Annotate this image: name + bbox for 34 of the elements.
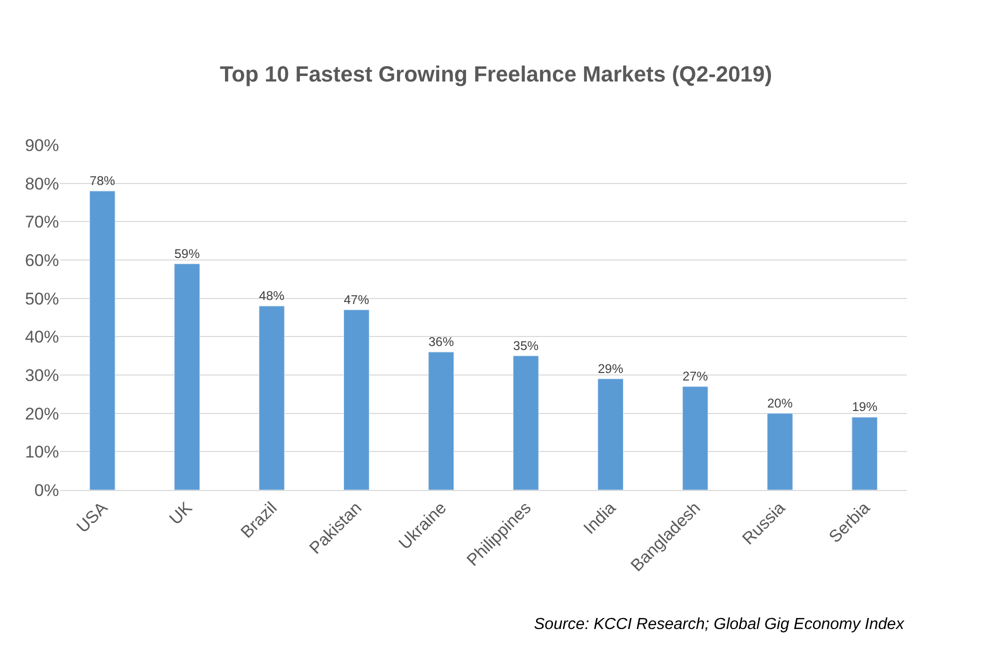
source-note: Source: KCCI Research; Global Gig Economy Index bbox=[534, 616, 905, 633]
bar bbox=[174, 264, 200, 490]
data-label: 35% bbox=[513, 338, 539, 353]
bar bbox=[682, 386, 708, 490]
chart-title: Top 10 Fastest Growing Freelance Markets (Q2-2019) bbox=[220, 61, 772, 86]
data-label: 20% bbox=[767, 396, 793, 410]
y-tick-label: 10% bbox=[24, 442, 59, 462]
data-label: 78% bbox=[90, 174, 116, 188]
data-label: 27% bbox=[682, 370, 708, 384]
data-label: 29% bbox=[598, 362, 624, 376]
bar bbox=[258, 306, 285, 490]
y-tick-label: 60% bbox=[24, 250, 59, 270]
y-tick-label: 50% bbox=[24, 289, 59, 308]
bar bbox=[767, 413, 793, 490]
y-tick-label: 40% bbox=[24, 328, 59, 347]
bar bbox=[89, 190, 116, 490]
x-tick-label: UK bbox=[166, 498, 196, 528]
y-tick-label: 30% bbox=[24, 366, 59, 385]
bar bbox=[512, 356, 539, 490]
bar bbox=[428, 352, 454, 490]
data-label: 48% bbox=[259, 289, 284, 304]
y-tick-label: 80% bbox=[24, 174, 59, 194]
data-label: 47% bbox=[344, 292, 370, 307]
y-tick-label: 70% bbox=[24, 212, 59, 232]
y-tick-label: 20% bbox=[24, 404, 59, 424]
bar bbox=[598, 378, 624, 490]
y-tick-label: 0% bbox=[34, 480, 59, 500]
x-tick-label: USA bbox=[73, 498, 112, 536]
data-label: 19% bbox=[852, 400, 878, 414]
bar bbox=[852, 416, 878, 490]
data-label: 59% bbox=[174, 246, 200, 261]
bar bbox=[344, 310, 370, 490]
y-tick-label: 90% bbox=[24, 136, 59, 155]
data-label: 36% bbox=[428, 335, 454, 350]
